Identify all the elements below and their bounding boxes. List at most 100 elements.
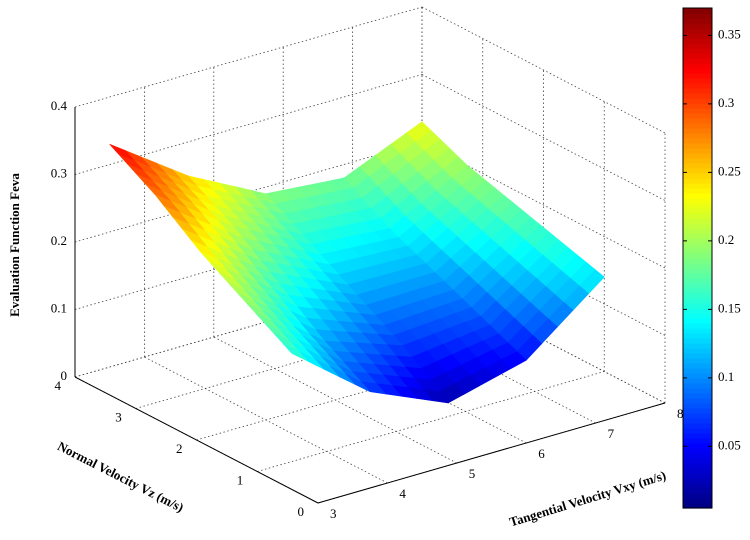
colorbar-segment	[683, 53, 712, 59]
colorbar-segment	[683, 308, 712, 314]
x-tick-label: 5	[469, 466, 476, 481]
colorbar-segment	[683, 123, 712, 129]
colorbar-segment	[683, 368, 712, 374]
colorbar-segment	[683, 298, 712, 304]
colorbar-segment	[683, 423, 712, 429]
colorbar-segment	[683, 323, 712, 329]
x-tick-label: 8	[677, 406, 684, 421]
y-axis-label: Normal Velocity Vz (m/s)	[55, 438, 186, 515]
colorbar-tick-label: 0.15	[718, 300, 741, 315]
colorbar-segment	[683, 343, 712, 349]
colorbar-segment	[683, 73, 712, 79]
colorbar-segment	[683, 88, 712, 94]
x-tick-label: 7	[608, 426, 615, 441]
colorbar-segment	[683, 458, 712, 464]
colorbar-segment	[683, 288, 712, 294]
colorbar-segment	[683, 183, 712, 189]
colorbar-segment	[683, 248, 712, 254]
y-tick-label: 1	[237, 472, 244, 487]
colorbar-segment	[683, 218, 712, 224]
colorbar-segment	[683, 38, 712, 44]
colorbar-segment	[683, 403, 712, 409]
colorbar-segment	[683, 488, 712, 494]
colorbar-segment	[683, 33, 712, 39]
colorbar-segment	[683, 93, 712, 99]
colorbar-tick-label: 0.2	[718, 232, 734, 247]
colorbar-segment	[683, 483, 712, 489]
colorbar-segment	[683, 433, 712, 439]
colorbar-segment	[683, 293, 712, 299]
colorbar-segment	[683, 143, 712, 149]
colorbar-segment	[683, 133, 712, 139]
colorbar-segment	[683, 278, 712, 284]
z-tick-label: 0	[61, 368, 68, 383]
colorbar-segment	[683, 468, 712, 474]
colorbar-segment	[683, 128, 712, 134]
colorbar-segment	[683, 283, 712, 289]
colorbar-segment	[683, 168, 712, 174]
colorbar-segment	[683, 333, 712, 339]
colorbar-segment	[683, 448, 712, 454]
colorbar-segment	[683, 493, 712, 499]
colorbar-segment	[683, 223, 712, 229]
colorbar-segment	[683, 78, 712, 84]
z-tick-label: 0.2	[51, 233, 67, 248]
colorbar-segment	[683, 398, 712, 404]
colorbar-segment	[683, 68, 712, 74]
colorbar-segment	[683, 148, 712, 154]
colorbar-segment	[683, 358, 712, 364]
colorbar-segment	[683, 58, 712, 64]
colorbar-segment	[683, 453, 712, 459]
colorbar-segment	[683, 153, 712, 159]
colorbar-segment	[683, 268, 712, 274]
grid-line	[421, 6, 666, 134]
colorbar-segment	[683, 238, 712, 244]
colorbar-segment	[683, 98, 712, 104]
colorbar-tick-label: 0.1	[718, 369, 734, 384]
colorbar-tick-label: 0.05	[718, 437, 741, 452]
colorbar-tick-label: 0.25	[718, 163, 741, 178]
x-tick-label: 6	[538, 446, 545, 461]
colorbar-segment	[683, 313, 712, 319]
colorbar-segment	[683, 118, 712, 124]
x-axis-label: Tangential Velocity Vxy (m/s)	[507, 468, 667, 530]
colorbar-segment	[683, 408, 712, 414]
axis-line	[317, 402, 666, 504]
x-tick-label: 3	[330, 506, 337, 521]
y-tick-label: 3	[115, 409, 122, 424]
colorbar-segment	[683, 48, 712, 54]
z-tick-label: 0.4	[51, 98, 68, 113]
colorbar-segment	[683, 413, 712, 419]
colorbar-segment	[683, 113, 712, 119]
colorbar-segment	[683, 353, 712, 359]
colorbar-segment	[683, 13, 712, 19]
colorbar-segment	[683, 273, 712, 279]
grid-line	[421, 141, 666, 269]
colorbar-segment	[683, 178, 712, 184]
colorbar-segment	[683, 138, 712, 144]
axis-line	[74, 376, 319, 504]
colorbar-segment	[683, 243, 712, 249]
colorbar-segment	[683, 338, 712, 344]
colorbar-segment	[683, 503, 712, 509]
grid-line	[74, 6, 423, 108]
colorbar-segment	[683, 188, 712, 194]
colorbar-tick-label: 0.35	[718, 26, 741, 41]
colorbar-segment	[683, 203, 712, 209]
grid-line	[257, 371, 605, 472]
colorbar-segment	[683, 108, 712, 114]
colorbar-segment	[683, 193, 712, 199]
colorbar-segment	[683, 8, 712, 14]
colorbar-segment	[683, 103, 712, 109]
colorbar-tick-label: 0.3	[718, 95, 734, 110]
colorbar-segment	[683, 498, 712, 504]
colorbar-segment	[683, 473, 712, 479]
colorbar-segment	[683, 318, 712, 324]
colorbar-segment	[683, 228, 712, 234]
colorbar-segment	[683, 443, 712, 449]
z-tick-label: 0.3	[51, 165, 67, 180]
colorbar-segment	[683, 233, 712, 239]
colorbar-segment	[683, 378, 712, 384]
colorbar-segment	[683, 388, 712, 394]
